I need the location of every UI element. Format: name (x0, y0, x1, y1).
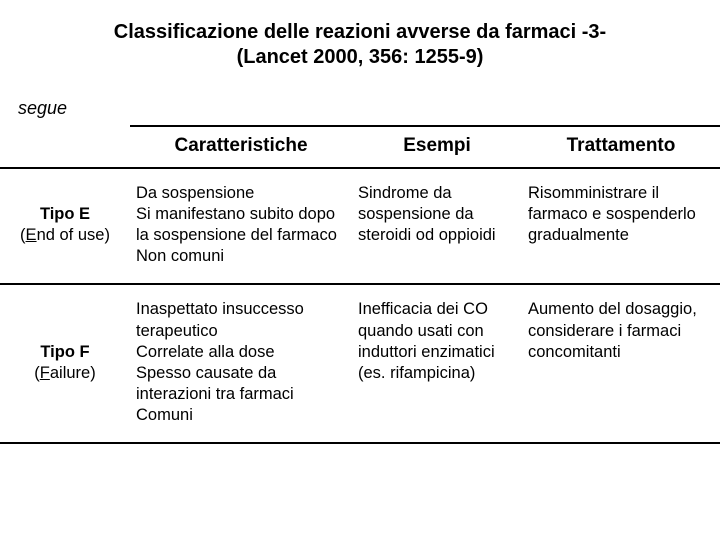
type-name: Tipo E (6, 204, 124, 225)
header-esempi: Esempi (352, 126, 522, 168)
header-trattamento: Trattamento (522, 126, 720, 168)
classification-table: Caratteristiche Esempi Trattamento Tipo … (0, 125, 720, 444)
type-subtitle: (End of use) (6, 225, 124, 246)
cell-caratteristiche: Inaspettato insuccesso terapeuticoCorrel… (130, 284, 352, 443)
type-sub-rest: ailure) (50, 364, 96, 382)
header-blank (0, 126, 130, 168)
type-sub-rest: nd of use) (37, 226, 110, 244)
header-caratteristiche: Caratteristiche (130, 126, 352, 168)
type-subtitle: (Failure) (6, 363, 124, 384)
segue-label: segue (18, 98, 720, 119)
slide-title: Classificazione delle reazioni avverse d… (0, 20, 720, 70)
cell-esempi: Sindrome da sospensione da steroidi od o… (352, 168, 522, 284)
cell-esempi: Inefficacia dei CO quando usati con indu… (352, 284, 522, 443)
type-name: Tipo F (6, 342, 124, 363)
type-sub-underline: E (26, 226, 37, 244)
title-line-2: (Lancet 2000, 356: 1255-9) (237, 46, 484, 68)
title-line-1: Classificazione delle reazioni avverse d… (114, 21, 606, 43)
cell-type: Tipo F (Failure) (0, 284, 130, 443)
cell-trattamento: Risomministrare il farmaco e sospenderlo… (522, 168, 720, 284)
cell-caratteristiche: Da sospensioneSi manifestano subito dopo… (130, 168, 352, 284)
table-row: Tipo F (Failure) Inaspettato insuccesso … (0, 284, 720, 443)
slide-page: Classificazione delle reazioni avverse d… (0, 0, 720, 540)
table-row: Tipo E (End of use) Da sospensioneSi man… (0, 168, 720, 284)
cell-trattamento: Aumento del dosaggio, considerare i farm… (522, 284, 720, 443)
type-sub-underline: F (40, 364, 50, 382)
table-header-row: Caratteristiche Esempi Trattamento (0, 126, 720, 168)
cell-type: Tipo E (End of use) (0, 168, 130, 284)
